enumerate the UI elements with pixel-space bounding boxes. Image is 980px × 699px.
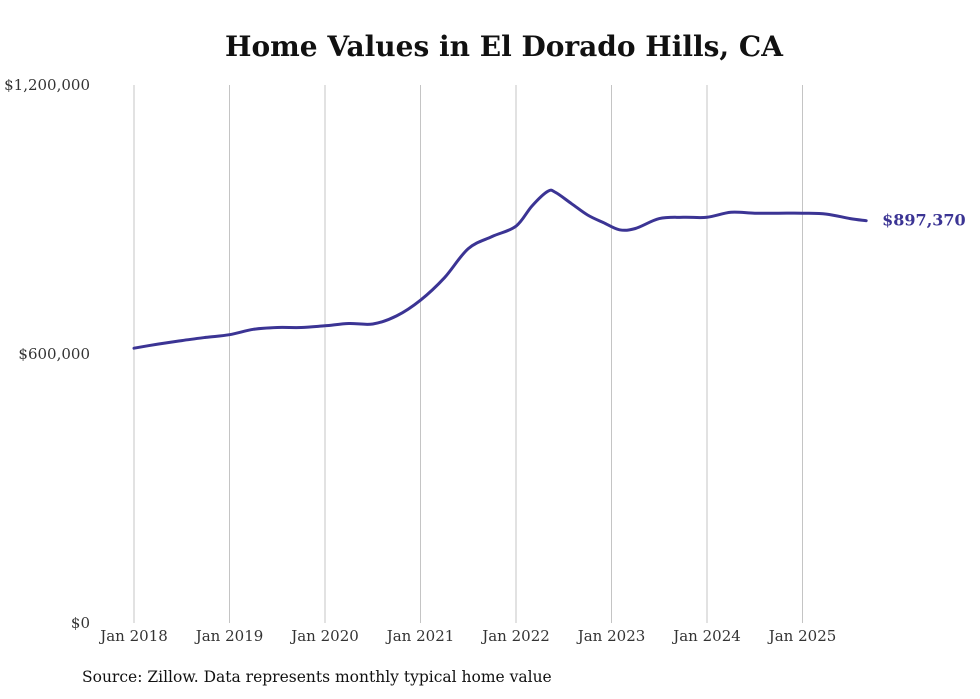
x-tick-label: Jan 2023 (576, 627, 646, 645)
x-tick-label: Jan 2024 (671, 627, 741, 645)
y-tick-label: $600,000 (18, 345, 90, 363)
x-tick-label: Jan 2020 (289, 627, 359, 645)
x-tick-label: Jan 2021 (385, 627, 455, 645)
series-line (132, 188, 868, 350)
x-tick-label: Jan 2018 (98, 627, 168, 645)
end-value-label: $897,370 (882, 211, 966, 230)
y-tick-label: $1,200,000 (4, 76, 90, 94)
chart-title: Home Values in El Dorado Hills, CA (225, 30, 783, 63)
x-tick-label: Jan 2022 (480, 627, 550, 645)
source-note: Source: Zillow. Data represents monthly … (82, 668, 552, 686)
x-tick-label: Jan 2025 (767, 627, 837, 645)
y-tick-label: $0 (71, 614, 90, 632)
x-tick-label: Jan 2019 (194, 627, 264, 645)
